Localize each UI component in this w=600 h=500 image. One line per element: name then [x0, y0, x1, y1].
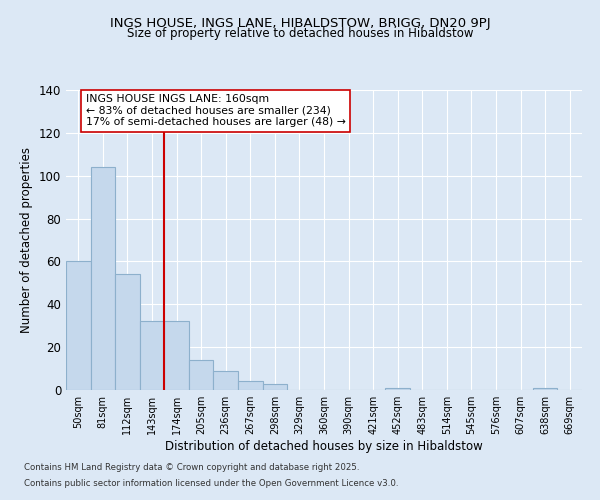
Bar — [115, 274, 140, 390]
Bar — [140, 322, 164, 390]
Text: INGS HOUSE INGS LANE: 160sqm
← 83% of detached houses are smaller (234)
17% of s: INGS HOUSE INGS LANE: 160sqm ← 83% of de… — [86, 94, 346, 128]
X-axis label: Distribution of detached houses by size in Hibaldstow: Distribution of detached houses by size … — [165, 440, 483, 453]
Bar — [164, 322, 189, 390]
Text: Contains HM Land Registry data © Crown copyright and database right 2025.: Contains HM Land Registry data © Crown c… — [24, 464, 359, 472]
Bar — [533, 388, 557, 390]
Bar — [66, 262, 91, 390]
Bar — [214, 370, 238, 390]
Text: Contains public sector information licensed under the Open Government Licence v3: Contains public sector information licen… — [24, 478, 398, 488]
Y-axis label: Number of detached properties: Number of detached properties — [20, 147, 33, 333]
Text: Size of property relative to detached houses in Hibaldstow: Size of property relative to detached ho… — [127, 28, 473, 40]
Bar — [189, 360, 214, 390]
Bar — [238, 382, 263, 390]
Bar — [385, 388, 410, 390]
Bar — [91, 167, 115, 390]
Text: INGS HOUSE, INGS LANE, HIBALDSTOW, BRIGG, DN20 9PJ: INGS HOUSE, INGS LANE, HIBALDSTOW, BRIGG… — [110, 18, 490, 30]
Bar — [263, 384, 287, 390]
